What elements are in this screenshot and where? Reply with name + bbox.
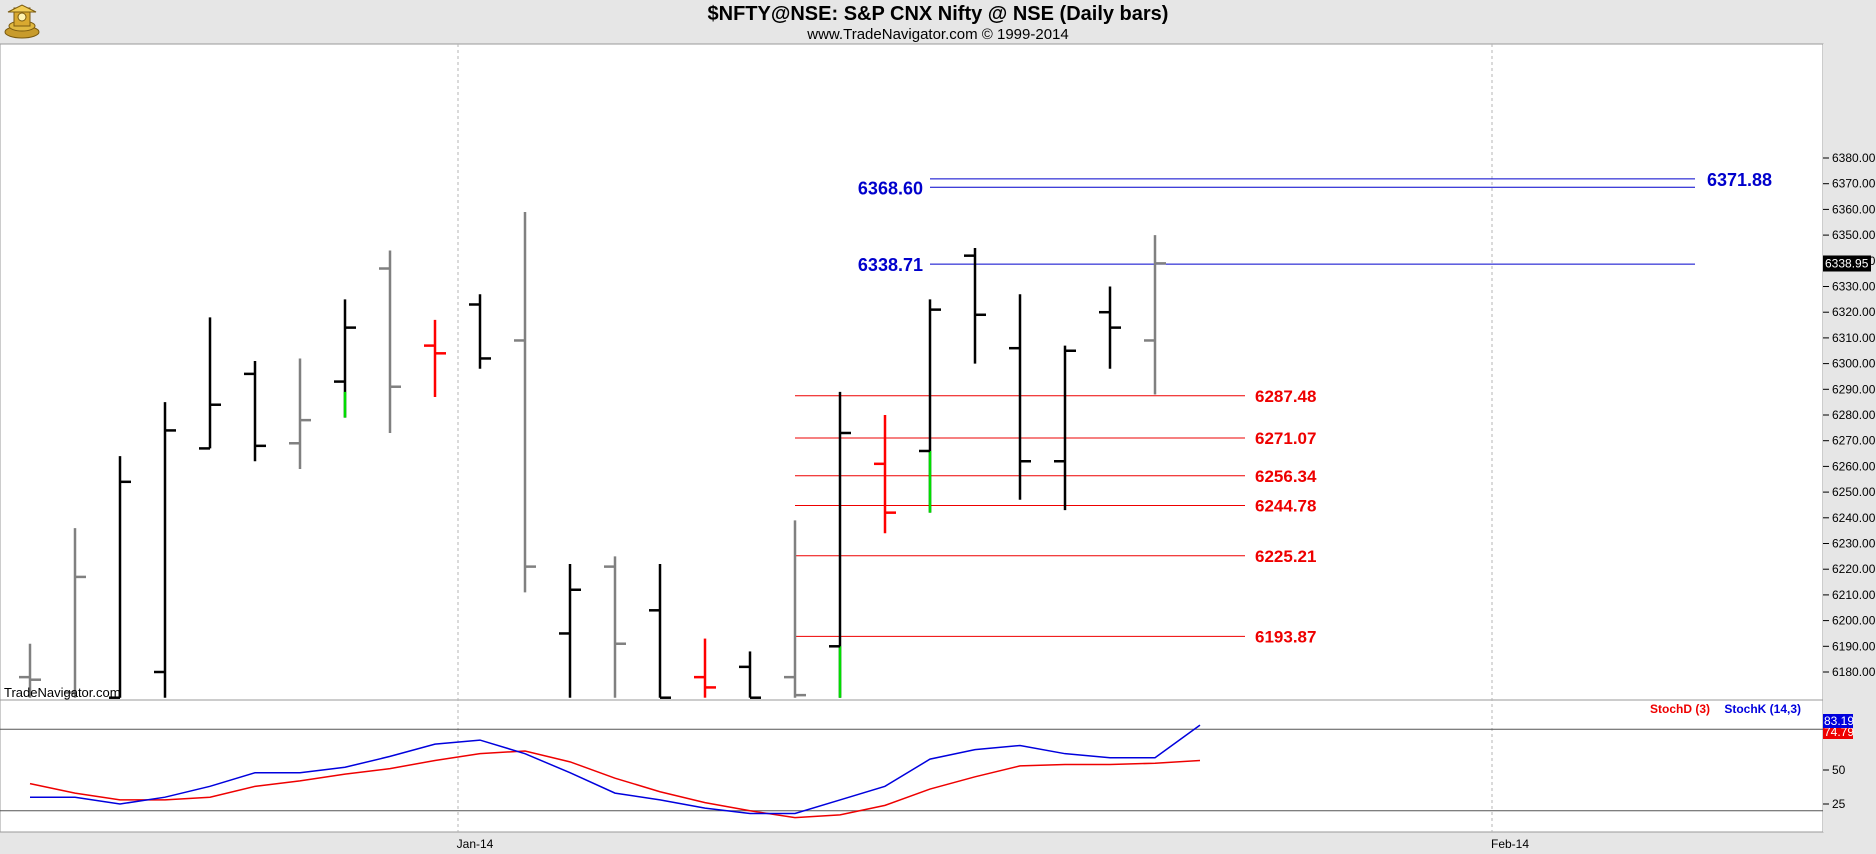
y-tick-label: 6190.00 bbox=[1832, 639, 1876, 653]
legend-stochd: StochD (3) bbox=[1650, 702, 1710, 716]
ohlc-bar bbox=[694, 638, 716, 698]
stoch-series-line bbox=[29, 750, 1201, 819]
ohlc-bar bbox=[874, 415, 896, 534]
chart-header: $NFTY@NSE: S&P CNX Nifty @ NSE (Daily ba… bbox=[0, 0, 1876, 44]
y-tick-label: 6360.00 bbox=[1832, 202, 1876, 216]
chart-title: $NFTY@NSE: S&P CNX Nifty @ NSE (Daily ba… bbox=[707, 3, 1169, 25]
support-label: 6256.34 bbox=[1255, 467, 1317, 486]
ohlc-bar bbox=[289, 358, 311, 469]
chart-subtitle: www.TradeNavigator.com © 1999-2014 bbox=[807, 26, 1069, 43]
legend-stochk: StochK (14,3) bbox=[1724, 702, 1801, 716]
ohlc-bar bbox=[559, 564, 581, 698]
support-label: 6244.78 bbox=[1255, 497, 1316, 516]
stoch-y-tick-label: 50 bbox=[1832, 763, 1846, 777]
support-label: 6271.07 bbox=[1255, 429, 1316, 448]
resistance-label: 6338.71 bbox=[858, 255, 923, 275]
stoch-series-line bbox=[30, 724, 1201, 815]
resistance-label: 6371.88 bbox=[1707, 170, 1772, 190]
x-tick-label: Jan-14 bbox=[457, 837, 494, 851]
ohlc-bar bbox=[1099, 286, 1121, 369]
ohlc-bar bbox=[1054, 345, 1076, 511]
ohlc-bar bbox=[199, 317, 221, 450]
stoch-y-tick-label: 25 bbox=[1832, 797, 1846, 811]
ohlc-bar bbox=[604, 556, 626, 698]
support-label: 6193.87 bbox=[1255, 627, 1316, 646]
y-tick-label: 6180.00 bbox=[1832, 665, 1876, 679]
support-label: 6287.48 bbox=[1255, 387, 1316, 406]
ohlc-bar bbox=[1144, 235, 1166, 395]
last-price-label: 6338.95 bbox=[1825, 256, 1869, 270]
stoch-value-label: 74.79 bbox=[1824, 725, 1854, 739]
y-tick-label: 6350.00 bbox=[1832, 228, 1876, 242]
price-axis bbox=[1823, 44, 1876, 832]
ohlc-bar bbox=[964, 247, 986, 364]
ohlc-bar bbox=[469, 294, 491, 369]
stochastic-panel bbox=[0, 699, 1824, 833]
ohlc-bar bbox=[379, 250, 401, 433]
last-price-badge bbox=[1823, 255, 1871, 272]
x-tick-label: Feb-14 bbox=[1491, 837, 1529, 851]
trade-navigator-logo-icon bbox=[2, 2, 44, 42]
y-tick-label: 6330.00 bbox=[1832, 280, 1876, 294]
y-tick-label: 6250.00 bbox=[1832, 485, 1876, 499]
y-tick-label: 6260.00 bbox=[1832, 459, 1876, 473]
stoch-value-label: 83.19 bbox=[1824, 714, 1854, 728]
stoch-value-badge bbox=[1823, 714, 1853, 728]
ohlc-bar bbox=[334, 299, 356, 418]
y-tick-label: 6240.00 bbox=[1832, 511, 1876, 525]
ohlc-bar bbox=[109, 456, 131, 699]
ohlc-bar bbox=[649, 564, 671, 699]
y-tick-label: 6230.00 bbox=[1832, 537, 1876, 551]
y-tick-label: 6220.00 bbox=[1832, 562, 1876, 576]
y-tick-label: 6210.00 bbox=[1832, 588, 1876, 602]
ohlc-bar bbox=[514, 211, 536, 593]
y-tick-label: 6300.00 bbox=[1832, 357, 1876, 371]
ohlc-bar bbox=[154, 402, 176, 698]
ohlc-bar bbox=[1009, 294, 1031, 500]
y-tick-label: 6270.00 bbox=[1832, 434, 1876, 448]
ohlc-bar bbox=[19, 643, 41, 698]
stoch-value-badge bbox=[1823, 725, 1853, 739]
ohlc-bar bbox=[739, 651, 761, 699]
y-tick-label: 6320.00 bbox=[1832, 305, 1876, 319]
y-tick-label: 6380.00 bbox=[1832, 151, 1876, 165]
ohlc-bar bbox=[424, 319, 446, 398]
y-tick-label: 6290.00 bbox=[1832, 382, 1876, 396]
ohlc-bar bbox=[244, 361, 266, 462]
y-tick-label: 6280.00 bbox=[1832, 408, 1876, 422]
ohlc-bar bbox=[919, 299, 941, 513]
y-tick-label: 6370.00 bbox=[1832, 177, 1876, 191]
support-label: 6225.21 bbox=[1255, 547, 1316, 566]
resistance-label: 6368.60 bbox=[858, 178, 923, 198]
tradenavigator-watermark: TradeNavigator.com bbox=[4, 685, 121, 700]
y-tick-label: 6200.00 bbox=[1832, 614, 1876, 628]
ohlc-bar bbox=[64, 528, 86, 698]
ohlc-bar bbox=[784, 520, 806, 698]
y-tick-label: 6310.00 bbox=[1832, 331, 1876, 345]
price-panel bbox=[0, 43, 1824, 701]
ohlc-bar bbox=[829, 391, 851, 698]
